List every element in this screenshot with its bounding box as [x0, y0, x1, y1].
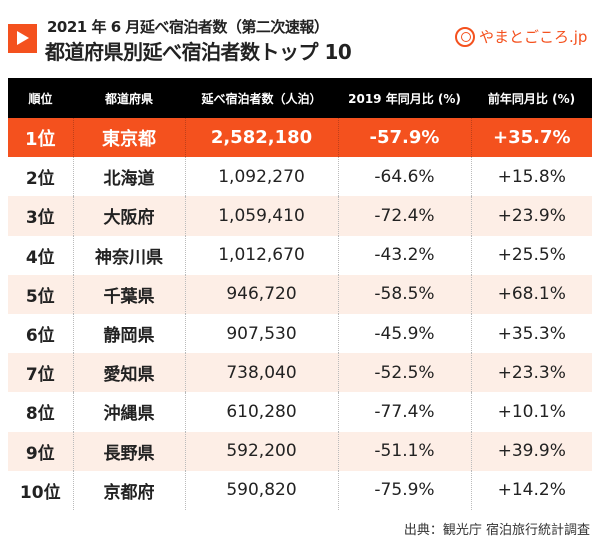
table-row: 8位 沖縄県 610,280 -77.4% +10.1% [8, 392, 592, 432]
page-title: 都道府県別延べ宿泊者数トップ 10 [45, 40, 352, 64]
brand-logo: やまとごころ.jp [455, 26, 587, 47]
table-cell: 1,059,410 [184, 196, 338, 236]
table-row: 6位 静岡県 907,530 -45.9% +35.3% [8, 313, 592, 354]
table-cell: +10.1% [470, 392, 592, 432]
table-cell: 907,530 [184, 313, 338, 354]
table-row: 4位 神奈川県 1,012,670 -43.2% +25.5% [8, 235, 592, 275]
table-cell: -75.9% [337, 470, 471, 510]
table-cell: 神奈川県 [72, 235, 185, 275]
table-cell: 7位 [8, 353, 73, 393]
table-cell: 千葉県 [72, 274, 185, 314]
table-cell: 610,280 [184, 392, 338, 432]
table-cell: -72.4% [337, 196, 471, 236]
table-cell: 9位 [8, 431, 73, 471]
table-cell: 8位 [25, 404, 55, 425]
table-cell: 4位 [25, 247, 55, 268]
table-cell: 590,820 [184, 470, 338, 510]
table-cell: 大阪府 [72, 196, 185, 236]
table-cell: -51.1% [337, 431, 471, 471]
table-row: 10位 京都府 590,820 -75.9% +14.2% [8, 470, 592, 510]
column-header: 都道府県 [73, 78, 185, 118]
table-row: 2位 北海道 1,092,270 -64.6% +15.8% [8, 157, 592, 197]
table-cell: -64.6% [337, 157, 471, 197]
table-cell: 6位 [25, 326, 55, 347]
table-cell: 1位 [8, 118, 73, 158]
table-cell: 1,012,670 [184, 235, 338, 275]
table-cell: -43.2% [337, 235, 471, 275]
table-cell: 10位 [19, 482, 61, 503]
column-header: 前年同月比 (%) [471, 78, 592, 118]
table-row: 1位 東京都 2,582,180 -57.9% +35.7% [8, 118, 592, 158]
table-cell: 5位 [8, 274, 73, 314]
table-cell: 592,200 [184, 431, 338, 471]
table-cell: +23.3% [470, 353, 592, 393]
table-cell: 2位 [25, 169, 55, 190]
table-cell: 3位 [8, 196, 73, 236]
source-note: 出典：観光庁 宿泊旅行統計調査 [403, 523, 590, 538]
table-cell: 東京都 [72, 118, 185, 158]
table-cell: -58.5% [337, 274, 471, 314]
table-cell: +35.3% [470, 313, 592, 354]
table-cell: +35.7% [470, 118, 592, 158]
column-header: 2019 年同月比 (%) [338, 78, 471, 118]
table-cell: 長野県 [72, 431, 185, 471]
table-cell: -45.9% [337, 313, 471, 354]
table-cell: 2,582,180 [184, 118, 338, 158]
table-cell: 738,040 [184, 353, 338, 393]
play-icon [8, 24, 37, 53]
table-cell: -52.5% [337, 353, 471, 393]
column-header: 延べ宿泊者数（人泊） [185, 78, 338, 118]
table-row: 3位 大阪府 1,059,410 -72.4% +23.9% [8, 196, 592, 236]
table-cell: 北海道 [72, 157, 185, 197]
table-row: 9位 長野県 592,200 -51.1% +39.9% [8, 431, 592, 471]
table-cell: 京都府 [72, 470, 185, 510]
table-cell: -57.9% [337, 118, 471, 158]
table-row: 5位 千葉県 946,720 -58.5% +68.1% [8, 274, 592, 314]
table-cell: +15.8% [470, 157, 592, 197]
ranking-table: 順位 都道府県 延べ宿泊者数（人泊） 2019 年同月比 (%) 前年同月比 (%) 1… [8, 78, 592, 510]
table-cell: +25.5% [470, 235, 592, 275]
title-line1: 2021 年 6 月延べ宿泊者数（第二次速報） [47, 18, 329, 36]
table-cell: +23.9% [470, 196, 592, 236]
table-cell: 1,092,270 [184, 157, 338, 197]
table-cell: 946,720 [184, 274, 338, 314]
table-cell: +39.9% [470, 431, 592, 471]
table-cell: 愛知県 [72, 353, 185, 393]
column-header: 順位 [8, 78, 73, 118]
table-cell: +68.1% [470, 274, 592, 314]
table-cell: 静岡県 [72, 313, 185, 354]
table-cell: 沖縄県 [72, 392, 185, 432]
brand-name: やまとごころ.jp [479, 28, 588, 46]
table-cell: -77.4% [337, 392, 471, 432]
table-cell: +14.2% [470, 470, 592, 510]
table-row: 7位 愛知県 738,040 -52.5% +23.3% [8, 353, 592, 393]
brand-icon [455, 26, 475, 47]
